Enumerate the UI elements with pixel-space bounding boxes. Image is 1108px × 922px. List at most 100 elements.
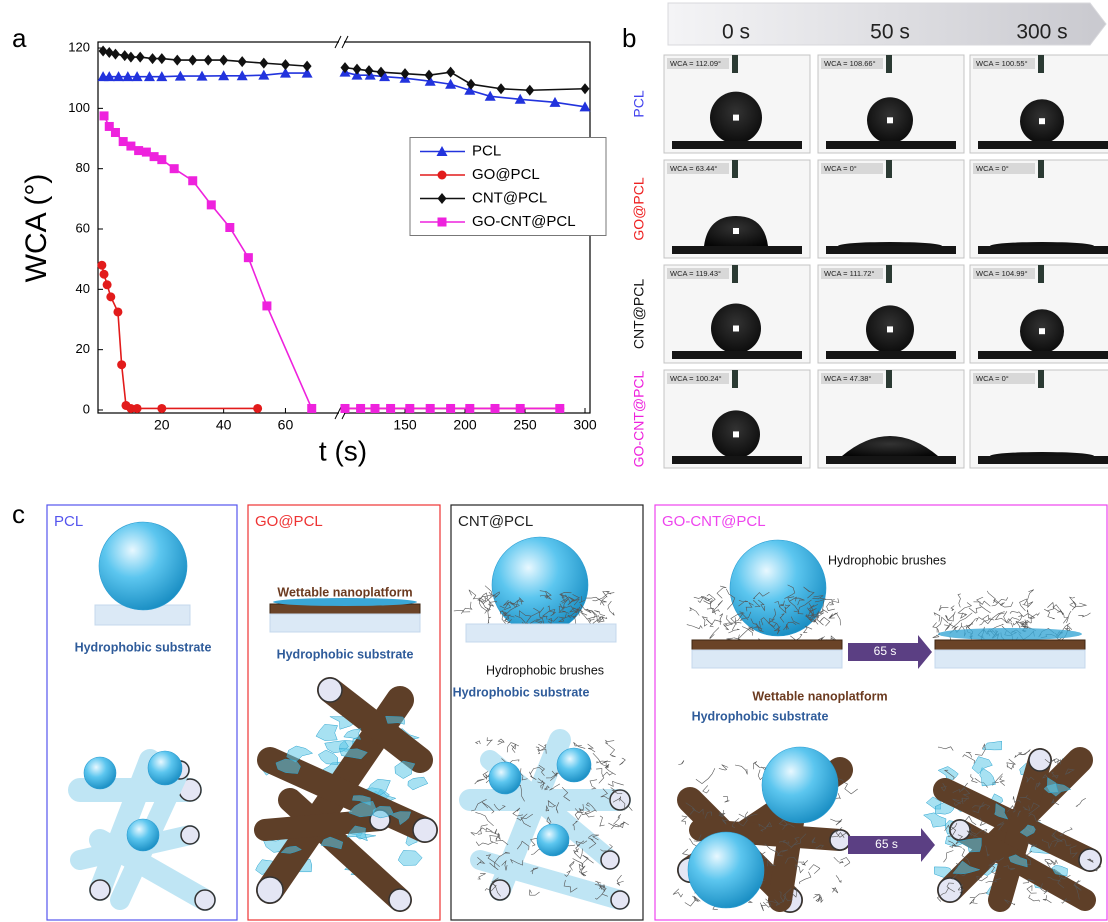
hydrophobic-substrate	[935, 650, 1085, 668]
fiber-end	[90, 880, 110, 900]
droplet-glint	[733, 431, 739, 437]
data-point	[111, 49, 120, 60]
data-point	[555, 404, 564, 413]
y-tick-label: 40	[76, 281, 90, 296]
substrate-photo	[826, 246, 956, 254]
data-point	[207, 200, 216, 209]
needle	[732, 55, 738, 73]
needle	[886, 370, 892, 388]
row-label: CNT@PCL	[631, 279, 647, 349]
wca-label: WCA = 104.99°	[976, 269, 1028, 278]
y-tick-label: 20	[76, 341, 90, 356]
fiber-end	[950, 820, 970, 840]
data-point	[204, 55, 213, 66]
data-point	[307, 404, 316, 413]
droplet	[688, 832, 764, 908]
y-tick-label: 100	[68, 100, 90, 115]
data-point	[353, 64, 362, 75]
arrow-label: 65 s	[875, 837, 898, 851]
substrate-photo	[978, 141, 1108, 149]
schematic-label: Hydrophobic brushes	[828, 553, 946, 567]
data-point	[497, 83, 506, 94]
fiber-end	[1029, 749, 1051, 771]
data-point	[100, 270, 109, 279]
x-tick-label: 40	[216, 417, 232, 433]
data-point	[262, 301, 271, 310]
substrate-photo	[978, 246, 1108, 254]
substrate-photo	[672, 456, 802, 464]
substrate-photo	[826, 351, 956, 359]
legend-label: CNT@PCL	[472, 189, 547, 206]
data-point	[157, 404, 166, 413]
substrate-photo	[978, 456, 1108, 464]
x-tick-label: 250	[513, 417, 537, 433]
data-point	[134, 146, 143, 155]
x-tick-label: 150	[393, 417, 417, 433]
data-point	[97, 261, 106, 270]
schematic-title: GO-CNT@PCL	[662, 513, 766, 530]
fiber-end	[181, 826, 199, 844]
data-point	[170, 164, 179, 173]
fiber-end	[318, 678, 342, 702]
page: {"chart_data": {"type": "line", "label":…	[0, 0, 1108, 922]
data-point	[126, 142, 135, 151]
schematic-label: Hydrophobic substrate	[277, 647, 414, 661]
data-point	[106, 292, 115, 301]
substrate-photo	[672, 351, 802, 359]
legend-label: GO@PCL	[472, 166, 540, 183]
droplet	[127, 819, 159, 851]
panel-label: b	[622, 23, 636, 53]
droplet	[84, 757, 116, 789]
data-point	[491, 404, 500, 413]
data-point	[150, 152, 159, 161]
data-point	[142, 148, 151, 157]
x-tick-label: 60	[278, 417, 294, 433]
droplet-glint	[887, 326, 893, 332]
data-point	[244, 253, 253, 262]
nanoplatform	[935, 640, 1085, 650]
needle	[1038, 370, 1044, 388]
droplet-glint	[1039, 328, 1045, 334]
wca-label: WCA = 0°	[824, 164, 857, 173]
needle	[732, 265, 738, 283]
wca-label: WCA = 0°	[976, 164, 1009, 173]
data-point	[341, 62, 350, 73]
data-point	[386, 404, 395, 413]
schematic-title: CNT@PCL	[458, 513, 533, 530]
data-point	[516, 404, 525, 413]
data-point	[117, 360, 126, 369]
schematic-title: PCL	[54, 513, 83, 530]
substrate-photo	[672, 246, 802, 254]
panel-label: c	[12, 499, 25, 529]
wca-label: WCA = 47.38°	[824, 374, 871, 383]
needle	[886, 55, 892, 73]
data-point	[356, 404, 365, 413]
hydrophobic-substrate	[692, 650, 842, 668]
y-axis-label: WCA (°)	[20, 174, 53, 283]
y-tick-label: 80	[76, 160, 90, 175]
needle	[1038, 55, 1044, 73]
time-label: 50 s	[870, 21, 910, 44]
wca-label: WCA = 111.72°	[824, 269, 874, 278]
data-point	[259, 58, 268, 69]
droplet	[148, 751, 182, 785]
needle	[732, 160, 738, 178]
schematic-label: Hydrophobic substrate	[692, 709, 829, 723]
droplet-glint	[887, 117, 893, 123]
row-label: GO@PCL	[631, 177, 647, 240]
needle	[1038, 265, 1044, 283]
droplet	[938, 628, 1082, 640]
droplet	[762, 747, 838, 823]
wca-label: WCA = 100.55°	[976, 59, 1028, 68]
panel-label: a	[12, 23, 27, 53]
data-point	[303, 61, 312, 72]
needle	[1038, 160, 1044, 178]
time-label: 0 s	[722, 21, 750, 44]
legend-label: PCL	[472, 142, 501, 159]
droplet	[99, 522, 187, 610]
hydrophobic-substrate	[466, 624, 616, 642]
data-point	[157, 155, 166, 164]
x-tick-label: 200	[453, 417, 477, 433]
data-point	[253, 404, 262, 413]
axis-break-gap	[339, 39, 344, 45]
